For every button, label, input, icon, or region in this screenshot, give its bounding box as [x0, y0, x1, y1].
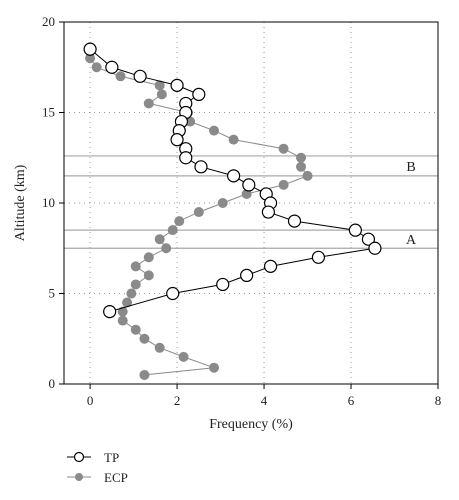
data-point	[117, 315, 128, 326]
data-point	[139, 369, 150, 380]
data-point	[179, 151, 193, 165]
data-point	[192, 87, 206, 102]
data-point	[296, 161, 307, 172]
data-point	[143, 252, 154, 263]
series-line	[89, 48, 376, 313]
data-point	[105, 60, 119, 74]
data-point	[361, 232, 376, 246]
data-point	[115, 71, 126, 82]
data-point	[85, 53, 96, 64]
data-point	[91, 62, 102, 73]
legend-label: TP	[104, 450, 119, 465]
data-point	[228, 134, 239, 145]
data-point	[287, 214, 302, 228]
data-point	[217, 198, 228, 208]
y-tick-label: 5	[49, 286, 56, 301]
data-point	[83, 42, 97, 56]
data-point	[143, 270, 154, 281]
data-point	[348, 223, 362, 237]
x-tick-label: 6	[348, 393, 355, 408]
legend-label: ECP	[104, 470, 128, 485]
data-point	[167, 225, 178, 236]
x-tick-label: 0	[87, 393, 94, 408]
data-point	[311, 250, 326, 264]
data-point	[209, 125, 220, 136]
data-point	[156, 89, 167, 100]
data-point	[240, 268, 254, 282]
data-point	[166, 286, 180, 301]
data-point	[130, 324, 141, 335]
data-point	[170, 78, 184, 92]
series-layer	[83, 42, 382, 380]
data-point	[185, 116, 196, 127]
data-point	[278, 179, 289, 190]
x-tick-label: 2	[174, 393, 181, 408]
data-point	[154, 342, 165, 353]
band-label: B	[406, 160, 415, 175]
data-point	[154, 80, 165, 91]
data-point	[216, 277, 230, 292]
legend: TP ECP	[67, 450, 128, 485]
data-point	[103, 305, 117, 319]
y-tick-label: 0	[49, 376, 56, 391]
data-point	[302, 170, 313, 181]
data-point	[122, 297, 133, 308]
data-point	[133, 69, 147, 83]
data-point	[126, 288, 137, 299]
data-point	[209, 362, 220, 373]
data-point	[242, 178, 256, 192]
data-point	[194, 160, 208, 174]
data-point	[130, 279, 141, 290]
legend-marker	[75, 473, 83, 481]
data-point	[143, 98, 154, 109]
series-ecp	[85, 53, 313, 380]
x-tick-label: 4	[261, 393, 268, 408]
data-point	[154, 234, 165, 245]
band-lines: BA	[64, 155, 438, 249]
data-point	[227, 169, 241, 183]
data-point	[263, 259, 278, 273]
data-point	[170, 133, 184, 147]
x-tick-label: 8	[435, 393, 442, 408]
data-point	[174, 216, 185, 227]
data-point	[278, 143, 289, 154]
data-point	[296, 152, 307, 163]
data-point	[193, 207, 204, 218]
data-point	[130, 261, 141, 272]
axis-ticks: 0 2 4 6 8 0 5 10 15 20	[42, 14, 441, 408]
y-axis-title: Altitude (km)	[13, 164, 28, 241]
y-tick-label: 10	[42, 195, 55, 210]
band-label: A	[406, 233, 417, 248]
legend-marker	[73, 451, 85, 463]
data-point	[161, 243, 172, 254]
x-axis-title: Frequency (%)	[209, 417, 293, 432]
data-point	[139, 333, 150, 344]
y-tick-label: 20	[42, 14, 55, 29]
data-point	[261, 205, 275, 219]
y-tick-label: 15	[42, 105, 55, 120]
series-tp	[83, 42, 382, 319]
data-point	[178, 351, 189, 362]
data-point	[368, 241, 382, 255]
